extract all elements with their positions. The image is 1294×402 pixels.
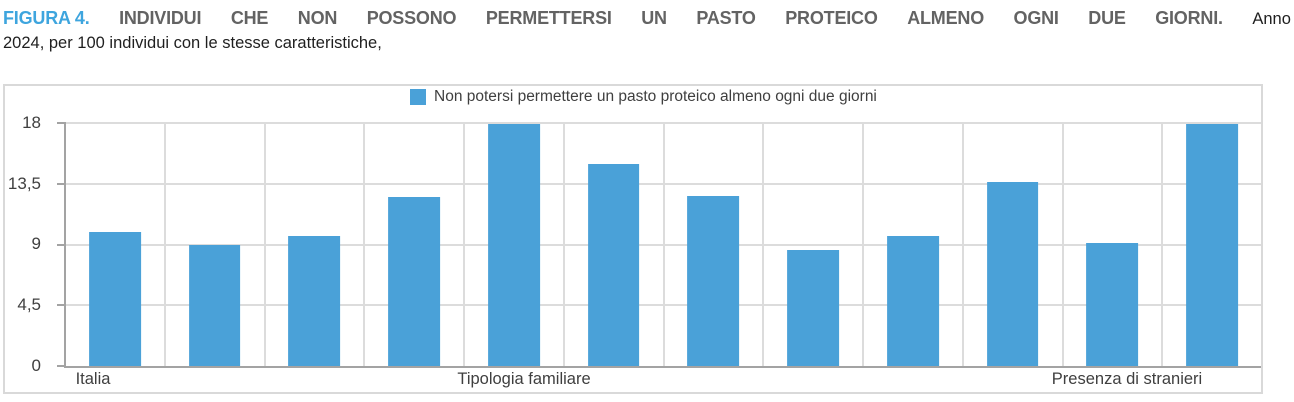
y-tickmark <box>57 122 65 124</box>
title-word: INDIVIDUI <box>119 8 202 28</box>
bar-slot <box>166 123 266 366</box>
title-word: NON <box>297 8 338 28</box>
bar-slot <box>1064 123 1164 366</box>
y-tick-label: 18 <box>22 113 41 132</box>
bar[interactable] <box>1086 243 1139 366</box>
title-word: PERMETTERSI <box>485 8 612 28</box>
bar[interactable] <box>687 195 740 366</box>
chart-container: Non potersi permettere un pasto proteico… <box>3 84 1263 394</box>
legend-label: Non potersi permettere un pasto proteico… <box>434 88 877 105</box>
bar-slot <box>964 123 1064 366</box>
x-axis-line <box>64 366 1261 368</box>
bar[interactable] <box>587 163 640 366</box>
bar-slot <box>465 123 565 366</box>
title-word: UN <box>641 8 667 28</box>
y-tick-label: 13,5 <box>7 174 41 193</box>
bar[interactable] <box>288 236 341 366</box>
figure-title-line1: FIGURA 4. INDIVIDUI CHE NON POSSONO PERMETTER… <box>3 8 1291 29</box>
bar-slot <box>764 123 864 366</box>
bar-slot <box>864 123 964 366</box>
y-tickmark <box>57 182 65 185</box>
title-word: CHE <box>230 8 269 28</box>
x-group-label-italia: Italia <box>75 370 111 388</box>
bar[interactable] <box>88 232 141 366</box>
bar[interactable] <box>188 244 241 366</box>
y-tickmark <box>57 243 65 246</box>
bar-slot <box>665 123 765 366</box>
plot-area <box>57 122 1261 368</box>
title-word: GIORNI. <box>1155 8 1223 28</box>
y-tickmark <box>57 365 65 367</box>
title-word: FIGURA 4. <box>3 8 90 28</box>
y-tickmark <box>57 304 65 307</box>
bar-slot <box>365 123 465 366</box>
plot-bars <box>66 123 1261 366</box>
bar[interactable] <box>986 182 1039 366</box>
title-word: PROTEICO <box>785 8 878 28</box>
y-tick-label: 4,5 <box>17 295 41 314</box>
y-axis-line <box>64 122 66 368</box>
title-word: Anno <box>1252 10 1291 28</box>
x-group-label-presenza-stranieri: Presenza di stranieri <box>1051 370 1203 388</box>
bar-slot <box>66 123 166 366</box>
bar-slot <box>565 123 665 366</box>
figure-title-line2: 2024, per 100 individui con le stesse ca… <box>3 34 382 52</box>
bar-slot <box>1163 123 1261 366</box>
y-tick-label: 9 <box>31 234 41 253</box>
figure-title: FIGURA 4. INDIVIDUI CHE NON POSSONO PERMETTER… <box>3 8 1291 53</box>
bar[interactable] <box>787 249 840 366</box>
bar-slot <box>266 123 366 366</box>
title-word: DUE <box>1088 8 1126 28</box>
title-word: POSSONO <box>366 8 457 28</box>
bar[interactable] <box>1186 124 1239 366</box>
y-tick-label: 0 <box>31 356 41 375</box>
title-word: PASTO <box>696 8 756 28</box>
legend: Non potersi permettere un pasto proteico… <box>410 88 877 106</box>
bar[interactable] <box>388 197 441 366</box>
legend-swatch-icon <box>410 89 426 105</box>
bar[interactable] <box>886 236 939 366</box>
title-word: ALMENO <box>907 8 984 28</box>
x-group-label-tipologia-familiare: Tipologia familiare <box>457 370 591 388</box>
bar[interactable] <box>487 124 540 366</box>
title-word: OGNI <box>1013 8 1059 28</box>
